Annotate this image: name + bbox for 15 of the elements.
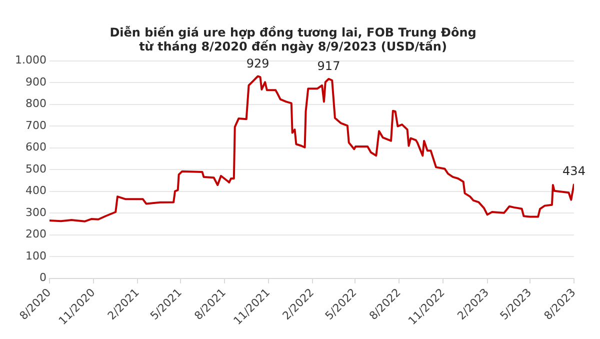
annotation: 929 [246, 56, 270, 70]
y-tick-label: 800 [25, 97, 46, 110]
y-tick-label: 600 [25, 140, 46, 154]
y-tick-label: 300 [25, 206, 46, 219]
annotation: 917 [317, 58, 340, 73]
y-tick-label: 1.000 [14, 54, 46, 67]
y-tick-label: 400 [25, 184, 46, 198]
y-tick-label: 900 [25, 75, 46, 88]
y-tick-label: 200 [25, 228, 46, 241]
y-tick-label: 100 [25, 249, 46, 262]
chart-title: Diễn biến giá ure hợp đồng tương lai, FOB Trung Đông từ tháng 8/2020 đến ngày 8/9/2023 (USD/tấn) [110, 25, 476, 54]
annotation: 434 [562, 164, 586, 178]
y-tick-label: 700 [25, 118, 46, 132]
y-tick-label: 0 [39, 271, 46, 284]
y-tick-label: 500 [25, 162, 46, 176]
